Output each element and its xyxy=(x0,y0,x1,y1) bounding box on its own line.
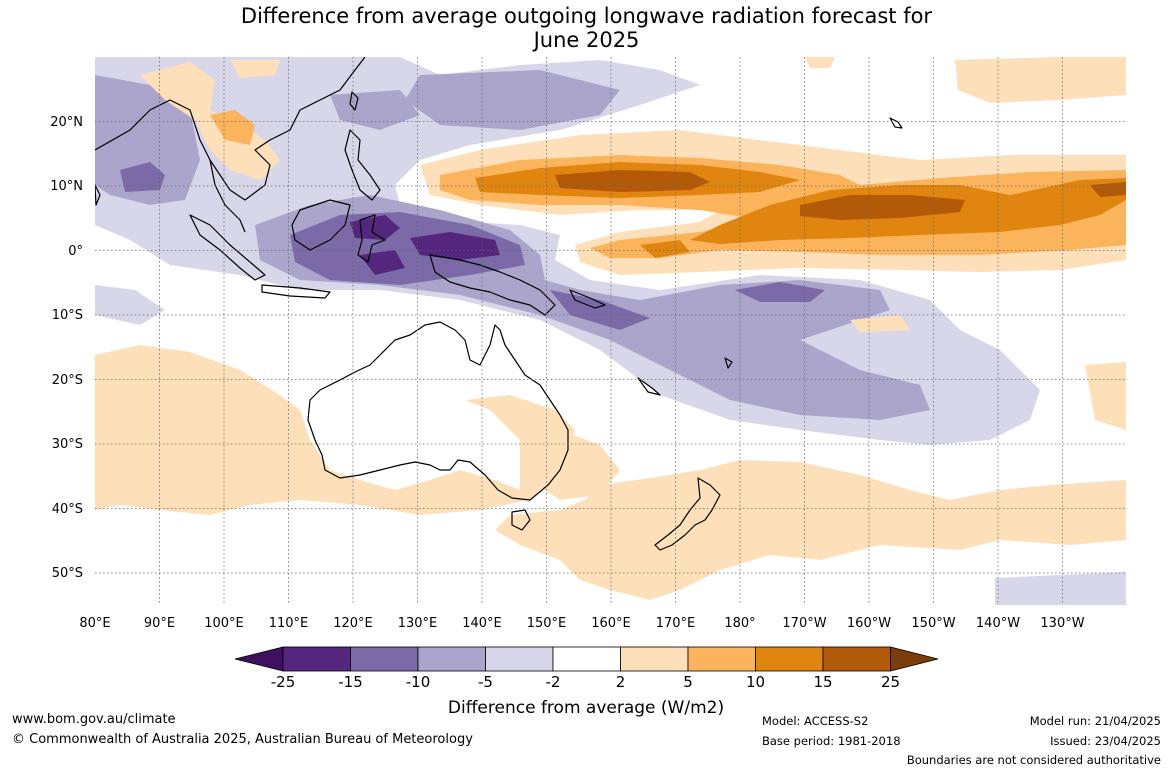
colorbar-tick-label: -15 xyxy=(338,673,363,691)
anomaly-map xyxy=(95,57,1126,605)
colorbar-tick-label: 15 xyxy=(813,673,832,691)
anomaly-shading-deep-purple xyxy=(350,215,500,275)
longitude-labels: 80°E 90°E 100°E 110°E 120°E 130°E 140°E … xyxy=(79,616,1084,631)
lon-label: 140°W xyxy=(976,616,1020,631)
latitude-labels: 20°N 10°N 0° 10°S 20°S 30°S 40°S 50°S xyxy=(50,115,83,581)
colorbar-tick-label: -25 xyxy=(271,673,296,691)
new-guinea-coastline xyxy=(429,254,556,316)
lon-label: 80°E xyxy=(79,616,110,631)
philippines-coastline xyxy=(344,129,381,201)
lon-label: 100°E xyxy=(204,616,244,631)
malay-peninsula-coastline xyxy=(209,159,246,233)
footer-copyright: © Commonwealth of Australia 2025, Austra… xyxy=(12,732,473,747)
map-title: Difference from average outgoing longwav… xyxy=(0,4,1173,52)
colorbar-segment xyxy=(282,646,351,672)
lon-label: 160°E xyxy=(591,616,631,631)
lon-label: 120°E xyxy=(333,616,373,631)
colorbar-tick-label: -5 xyxy=(478,673,493,691)
taiwan-coastline xyxy=(349,91,359,111)
java-coastline xyxy=(261,284,331,299)
australia-coastline xyxy=(307,321,569,501)
colorbar-tick-label: 2 xyxy=(616,673,626,691)
sulawesi-coastline xyxy=(357,214,386,263)
colorbar-tick-label: -10 xyxy=(406,673,431,691)
lon-label: 180° xyxy=(724,616,755,631)
colorbar-segment xyxy=(620,646,689,672)
solomon-islands-coastline xyxy=(569,289,606,309)
sri-lanka-coastline xyxy=(95,184,101,206)
lon-label: 150°W xyxy=(911,616,955,631)
colorbar-label: Difference from average (W/m2) xyxy=(448,698,724,718)
hawaii-coastline xyxy=(889,117,903,129)
lat-label: 10°N xyxy=(50,179,83,194)
footer-disclaimer: Boundaries are not considered authoritat… xyxy=(906,753,1161,767)
colorbar-segment xyxy=(552,646,621,672)
new-caledonia-coastline xyxy=(637,377,661,396)
colorbar-extend-high xyxy=(890,646,939,672)
lat-label: 20°S xyxy=(52,373,83,388)
anomaly-shading-darkest-orange xyxy=(555,170,1126,220)
lon-label: 110°E xyxy=(269,616,309,631)
lon-label: 90°E xyxy=(144,616,175,631)
footer-model: Model: ACCESS-S2 xyxy=(762,714,869,728)
lat-label: 10°S xyxy=(52,308,83,323)
lon-label: 130°E xyxy=(398,616,438,631)
fiji-coastline xyxy=(724,357,733,369)
new-zealand-coastline xyxy=(654,477,721,551)
lat-label: 30°S xyxy=(52,437,83,452)
borneo-coastline xyxy=(291,199,351,251)
colorbar-segment xyxy=(417,646,486,672)
colorbar-extend-low xyxy=(234,646,284,672)
title-line-2: June 2025 xyxy=(533,28,640,52)
lat-label: 50°S xyxy=(52,566,83,581)
colorbar-segment xyxy=(755,646,824,672)
colorbar-tick-label: 10 xyxy=(746,673,765,691)
colorbar-tick-label: -2 xyxy=(546,673,561,691)
tasmania-coastline xyxy=(511,509,531,531)
colorbar-segment xyxy=(687,646,756,672)
lon-label: 160°W xyxy=(847,616,891,631)
gridlines xyxy=(95,57,1126,605)
colorbar-segment xyxy=(822,646,891,672)
lon-label: 170°W xyxy=(782,616,826,631)
colorbar: -25 -15 -10 -5 -2 2 5 10 15 25 Differenc… xyxy=(234,646,939,718)
lon-label: 130°W xyxy=(1040,616,1084,631)
lat-label: 40°S xyxy=(52,502,83,517)
lat-label: 0° xyxy=(68,244,83,259)
colorbar-segment xyxy=(485,646,554,672)
footer-website: www.bom.gov.au/climate xyxy=(12,712,176,727)
footer-issued: Issued: 23/04/2025 xyxy=(1050,734,1161,748)
sumatra-coastline xyxy=(189,214,266,281)
title-line-1: Difference from average outgoing longwav… xyxy=(240,4,933,28)
coastlines xyxy=(95,57,903,551)
footer-base-period: Base period: 1981-2018 xyxy=(762,734,901,748)
colorbar-tick-label: 25 xyxy=(881,673,900,691)
lon-label: 170°E xyxy=(656,616,696,631)
lat-label: 20°N xyxy=(50,115,83,130)
lon-label: 150°E xyxy=(527,616,567,631)
asia-mainland-coastline xyxy=(95,57,366,201)
lon-label: 140°E xyxy=(462,616,502,631)
footer-model-run: Model run: 21/04/2025 xyxy=(1029,714,1161,728)
colorbar-segment xyxy=(350,646,419,672)
colorbar-tick-label: 5 xyxy=(683,673,693,691)
